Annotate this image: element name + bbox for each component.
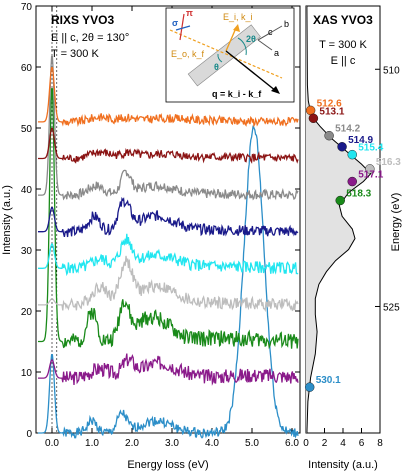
xas-x-tick-label: 0 — [303, 438, 309, 449]
xas-point-518-3 — [335, 195, 345, 206]
xas-point-label: 516.3 — [376, 157, 401, 168]
outgoing-beam-arrow — [225, 27, 237, 52]
xas-point-516-3 — [365, 164, 375, 174]
xas-y-tick-label: 510 — [383, 65, 400, 76]
rixs-spectrum-513-1 — [38, 127, 299, 164]
rixs-y-axis-label: Intensity (a.u.) — [1, 185, 13, 255]
xas-point-515-4 — [347, 149, 357, 160]
c-axis-label: c — [268, 27, 273, 37]
q-vector-arrow — [225, 50, 277, 92]
rixs-y-tick-label: 40 — [21, 185, 33, 196]
rixs-x-tick-label: 4.0 — [205, 438, 219, 449]
rixs-spectrum-517-1 — [38, 353, 299, 386]
theta-label: θ — [214, 62, 219, 72]
rixs-axes: 0.0 1.0 2.0 3.0 4.0 5.0 6.0 0 10 20 30 40 50 60 70 — [21, 2, 300, 449]
rixs-x-tick-label: 5.0 — [245, 438, 259, 449]
xas-point-label: 514.9 — [348, 135, 373, 146]
a-axis-label: a — [274, 48, 279, 58]
rixs-y-tick-label: 20 — [21, 307, 33, 318]
xas-y-tick-label: 525 — [383, 302, 400, 313]
rixs-y-tick-label: 50 — [21, 124, 33, 135]
scattering-geometry-inset: π σ E_i, k_i E_o, k_f 2θ θ c b a q = k_i… — [165, 7, 295, 103]
xas-y-axis-label: Energy (eV) — [390, 193, 402, 252]
xas-point-label: 518.3 — [346, 189, 371, 200]
xas-x-tick-label: 6 — [359, 438, 365, 449]
xas-point-513-1 — [308, 113, 319, 123]
b-axis-arrow — [257, 25, 283, 41]
a-axis-arrow — [257, 39, 273, 51]
xas-x-axis-label: Intensity (a.u.) — [308, 459, 378, 471]
xas-point-514-9 — [337, 142, 347, 152]
xas-point-512-6 — [305, 105, 316, 116]
rixs-y-tick-label: 60 — [21, 63, 33, 74]
rixs-plot-frame — [35, 5, 301, 434]
xas-polarization-annotation: E || c — [331, 55, 356, 67]
xas-point-label: 512.6 — [317, 98, 342, 109]
rixs-series-group — [38, 56, 299, 439]
xas-x-tick-label: 4 — [340, 438, 346, 449]
xas-temperature-annotation: T = 300 K — [319, 39, 367, 51]
xas-point-label: 513.1 — [319, 106, 344, 117]
two-theta-arc — [237, 37, 247, 56]
sample-slab — [187, 24, 261, 87]
rixs-spectrum-514-9 — [38, 196, 299, 238]
two-theta-label: 2θ — [246, 34, 256, 44]
rixs-spectrum-530-1 — [38, 125, 299, 439]
rixs-spectrum-518-3 — [38, 88, 299, 350]
pi-label: π — [186, 8, 193, 18]
xas-spectrum-group — [306, 5, 372, 434]
pi-polarization-arrow — [179, 13, 185, 41]
b-axis-label: b — [284, 19, 289, 29]
rixs-spectrum-515-4 — [38, 233, 299, 277]
sigma-label: σ — [172, 18, 178, 28]
xas-spectrum-fill — [306, 6, 371, 433]
xas-x-tick-label: 8 — [377, 438, 383, 449]
rixs-y-tick-label: 10 — [21, 368, 33, 379]
rixs-spectrum-516-3 — [38, 255, 299, 313]
rixs-x-axis-label: Energy loss (eV) — [127, 459, 208, 471]
xas-title: XAS YVO3 — [313, 13, 373, 27]
rixs-x-tick-label: 0.0 — [45, 438, 59, 449]
sigma-polarization-arrow — [175, 25, 191, 31]
xas-point-label: 515.4 — [358, 143, 383, 154]
rixs-y-tick-label: 0 — [26, 429, 32, 440]
xas-point-label: 514.2 — [335, 124, 360, 135]
rixs-polarization-annotation: E || c, 2θ = 130° — [51, 32, 129, 44]
ei-ki-label: E_i, k_i — [223, 12, 253, 22]
incident-beam-line — [169, 29, 283, 79]
xas-point-label: 530.1 — [316, 375, 341, 386]
eo-kf-label: E_o, k_f — [171, 49, 205, 59]
xas-point-517-1 — [347, 176, 357, 187]
rixs-spectrum-514-2 — [38, 56, 299, 201]
rixs-title: RIXS YVO3 — [51, 13, 114, 27]
theta-arc — [217, 53, 223, 63]
outgoing-beam-head — [233, 24, 240, 32]
xas-point-label: 517.1 — [358, 170, 383, 181]
rixs-y-tick-label: 70 — [21, 2, 33, 13]
q-vector-head — [271, 86, 280, 94]
xas-point-530-1 — [305, 382, 315, 392]
rixs-y-tick-label: 30 — [21, 246, 33, 257]
rixs-panel: 0.0 1.0 2.0 3.0 4.0 5.0 6.0 0 10 20 30 40 50 60 70 RIX… — [1, 2, 301, 471]
xas-x-tick-label: 2 — [322, 438, 328, 449]
xas-point-514-2 — [324, 130, 334, 141]
q-formula-label: q = k_i - k_f — [212, 89, 262, 99]
rixs-x-tick-label: 6.0 — [285, 438, 299, 449]
rixs-x-tick-label: 1.0 — [85, 438, 99, 449]
rixs-x-tick-label: 3.0 — [165, 438, 179, 449]
rixs-spectrum-512-6 — [38, 67, 299, 128]
rixs-x-tick-label: 2.0 — [125, 438, 139, 449]
rixs-temperature-annotation: T = 300 K — [51, 48, 99, 60]
